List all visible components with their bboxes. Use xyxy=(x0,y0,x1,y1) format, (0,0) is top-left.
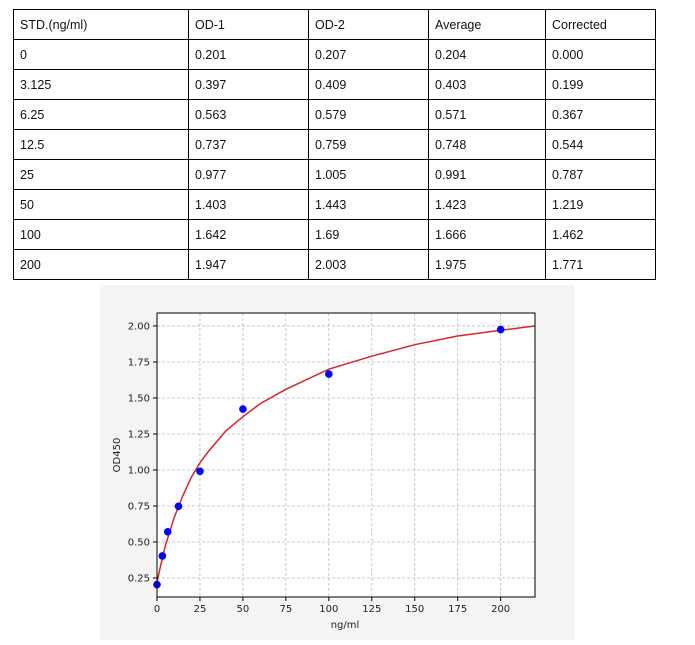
fit-curve-line xyxy=(156,325,536,583)
y-axis-label: OD450 xyxy=(112,438,123,473)
y-tick-label: 1.00 xyxy=(128,465,150,476)
x-tick-label: 175 xyxy=(448,604,467,615)
table-cell: 0.991 xyxy=(428,159,546,190)
table-cell: 0.207 xyxy=(308,39,429,70)
table-cell: 0.397 xyxy=(188,69,309,100)
standards-table: STD.(ng/ml) OD-1 OD-2 Average Corrected 0 0.20… xyxy=(13,9,656,280)
table-cell: 1.69 xyxy=(308,219,429,250)
x-tick-label: 0 xyxy=(154,604,160,615)
data-point xyxy=(196,467,204,476)
table-cell: 1.642 xyxy=(188,219,309,250)
table-row: 3.125 0.397 0.409 0.403 0.199 xyxy=(13,69,656,100)
table-cell: 0.000 xyxy=(545,39,656,70)
y-tick-label: 1.50 xyxy=(128,393,150,404)
data-point xyxy=(174,502,183,511)
table-row: 0 0.201 0.207 0.204 0.000 xyxy=(13,39,656,70)
table-cell: 0.748 xyxy=(428,129,546,160)
table-cell: 50 xyxy=(13,189,189,220)
table-cell: 3.125 xyxy=(13,69,189,100)
x-tick-label: 200 xyxy=(491,604,510,615)
table-cell: 1.666 xyxy=(428,219,546,250)
y-tick-label: 0.75 xyxy=(128,501,150,512)
table-row: 25 0.977 1.005 0.991 0.787 xyxy=(13,159,656,190)
table-cell: 0.201 xyxy=(188,39,309,70)
table-cell: 0.759 xyxy=(308,129,429,160)
x-axis-label: ng/ml xyxy=(331,620,360,631)
column-header: Average xyxy=(428,9,546,40)
table-row: 100 1.642 1.69 1.666 1.462 xyxy=(13,219,656,250)
table-cell: 1.219 xyxy=(545,189,656,220)
table-cell: 1.975 xyxy=(428,249,546,280)
table-row: 50 1.403 1.443 1.423 1.219 xyxy=(13,189,656,220)
table-cell: 1.423 xyxy=(428,189,546,220)
table-cell: 1.443 xyxy=(308,189,429,220)
y-tick-label: 0.25 xyxy=(128,573,150,584)
table-cell: 0.544 xyxy=(545,129,656,160)
table-cell: 1.462 xyxy=(545,219,656,250)
table-cell: 0.409 xyxy=(308,69,429,100)
table-cell: 0.579 xyxy=(308,99,429,130)
column-header: OD-1 xyxy=(188,9,309,40)
table-cell: 0.977 xyxy=(188,159,309,190)
x-tick-label: 50 xyxy=(237,604,250,615)
table-cell: 0 xyxy=(13,39,189,70)
table-row: 12.5 0.737 0.759 0.748 0.544 xyxy=(13,129,656,160)
x-tick-label: 25 xyxy=(194,604,207,615)
table-row: 200 1.947 2.003 1.975 1.771 xyxy=(13,249,656,280)
table-cell: 2.003 xyxy=(308,249,429,280)
data-point xyxy=(325,370,333,378)
table-cell: 6.25 xyxy=(13,99,189,130)
table-cell: 0.787 xyxy=(545,159,656,190)
y-tick-label: 1.75 xyxy=(128,357,150,368)
table-cell: 1.947 xyxy=(188,249,309,280)
plot-frame xyxy=(156,312,536,598)
chart-svg: 0 25 50 75 100 125 150 175 200 0.25 0.50 0.75 1.00 1.… xyxy=(112,312,536,631)
table-row: 6.25 0.563 0.579 0.571 0.367 xyxy=(13,99,656,130)
table-cell: 0.204 xyxy=(428,39,546,70)
table-cell: 0.563 xyxy=(188,99,309,130)
data-point xyxy=(239,405,247,413)
table-cell: 0.403 xyxy=(428,69,546,100)
table-cell: 25 xyxy=(13,159,189,190)
table-cell: 0.737 xyxy=(188,129,309,160)
column-header: OD-2 xyxy=(308,9,429,40)
table-cell: 100 xyxy=(13,219,189,250)
x-tick-label: 125 xyxy=(362,604,381,615)
table-cell: 0.199 xyxy=(545,69,656,100)
x-tick-label: 75 xyxy=(279,604,292,615)
table-cell: 200 xyxy=(13,249,189,280)
table-cell: 1.403 xyxy=(188,189,309,220)
table-cell: 1.771 xyxy=(545,249,656,280)
standard-curve-chart: 0 25 50 75 100 125 150 175 200 0.25 0.50 0.75 1.00 1.… xyxy=(100,285,574,640)
data-point xyxy=(163,527,172,536)
table-cell: 0.571 xyxy=(428,99,546,130)
column-header: Corrected xyxy=(545,9,656,40)
plot-area xyxy=(157,313,535,597)
y-tick-label: 1.25 xyxy=(128,429,150,440)
table-header-row: STD.(ng/ml) OD-1 OD-2 Average Corrected xyxy=(13,9,656,40)
x-tick-label: 100 xyxy=(319,604,338,615)
data-point xyxy=(158,552,167,560)
table-cell: 0.367 xyxy=(545,99,656,130)
table-cell: 1.005 xyxy=(308,159,429,190)
x-tick-label: 150 xyxy=(405,604,424,615)
y-tick-label: 0.50 xyxy=(128,537,150,548)
table-cell: 12.5 xyxy=(13,129,189,160)
column-header: STD.(ng/ml) xyxy=(13,9,189,40)
y-tick-label: 2.00 xyxy=(128,321,150,332)
data-point xyxy=(496,325,505,334)
